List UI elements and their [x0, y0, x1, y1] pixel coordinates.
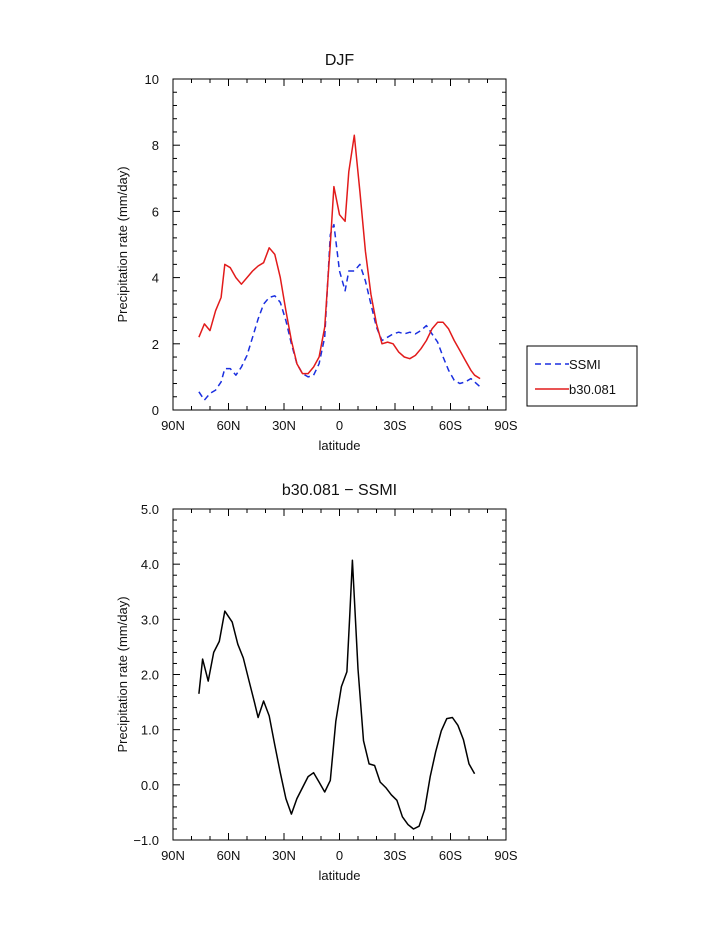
chart-title: DJF [325, 52, 355, 69]
series-line-1-2 [198, 134, 481, 380]
y-axis-label: Precipitation rate (mm/day) [115, 596, 130, 752]
y-tick-label: 4.0 [141, 557, 159, 572]
y-tick-label: 4 [152, 271, 159, 286]
y-tick-label: 8 [152, 138, 159, 153]
chart-title: b30.081 − SSMI [282, 482, 397, 499]
x-tick-label: 60S [439, 418, 462, 433]
y-tick-label: 2 [152, 337, 159, 352]
y-axis-label: Precipitation rate (mm/day) [115, 166, 130, 322]
x-tick-label: 90N [161, 418, 185, 433]
x-tick-label: 90S [494, 848, 517, 863]
y-tick-label: 0 [152, 403, 159, 418]
x-tick-label: 30S [383, 848, 406, 863]
y-tick-label: 1.0 [141, 723, 159, 738]
y-tick-label: 6 [152, 204, 159, 219]
x-tick-label: 30S [383, 418, 406, 433]
x-tick-label: 0 [336, 418, 343, 433]
x-tick-label: 90N [161, 848, 185, 863]
series-line-2-1 [198, 559, 476, 830]
legend-label: b30.081 [569, 382, 616, 397]
chart-2: b30.081 − SSMI 90N 60N 30N 0 30S 60S 90S −1.0 0.0… [115, 482, 518, 883]
x-tick-label: 30N [272, 848, 296, 863]
x-tick-label: 60N [217, 418, 241, 433]
x-tick-label: 30N [272, 418, 296, 433]
x-tick-label: 90S [494, 418, 517, 433]
legend-box [526, 345, 638, 407]
y-tick-label: 0.0 [141, 778, 159, 793]
legend-label: SSMI [569, 357, 601, 372]
chart-1: DJF 90N 60N 30N 0 30S 60S 90S 0 2 4 6 8 10 latitude Pre… [115, 52, 638, 453]
x-tick-label: 60N [217, 848, 241, 863]
series-line-1-1 [198, 223, 481, 401]
y-tick-label: 5.0 [141, 502, 159, 517]
y-tick-label: 2.0 [141, 668, 159, 683]
x-tick-label: 0 [336, 848, 343, 863]
plot-frame [172, 78, 507, 411]
x-tick-label: 60S [439, 848, 462, 863]
y-tick-label: 3.0 [141, 612, 159, 627]
plot-frame [172, 508, 507, 841]
x-axis-label: latitude [319, 868, 361, 883]
y-tick-label: 10 [145, 72, 159, 87]
y-tick-label: −1.0 [133, 833, 159, 848]
x-axis-label: latitude [319, 438, 361, 453]
